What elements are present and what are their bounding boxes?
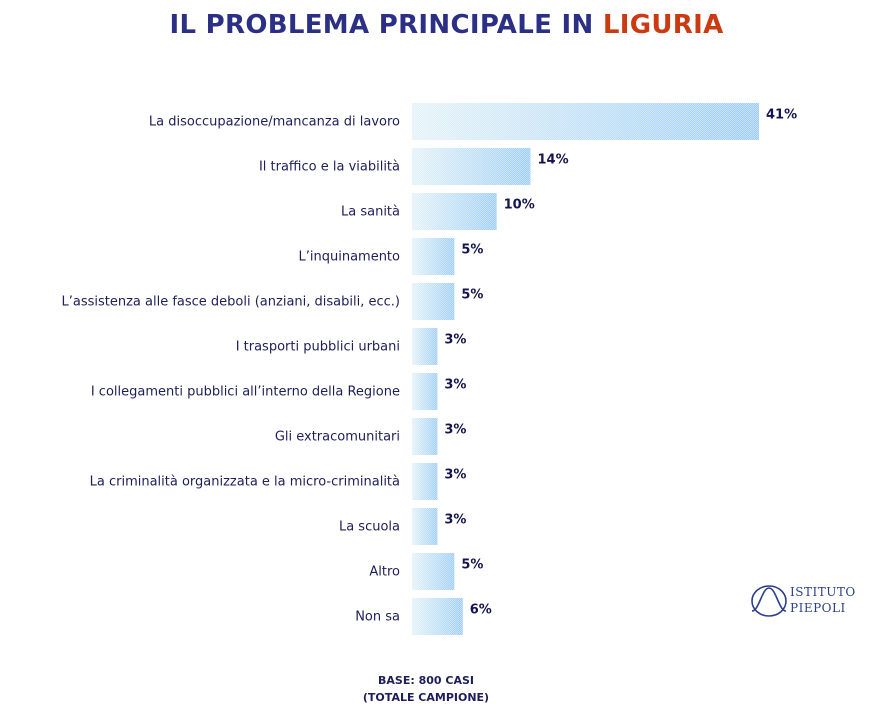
footnote-sample: (TOTALE CAMPIONE) [362,691,490,704]
category-label: La sanità [341,205,400,220]
value-label: 41% [766,108,797,123]
value-label: 3% [444,423,466,438]
value-label: 3% [444,378,466,393]
value-label: 14% [537,153,568,168]
category-label: La scuola [339,520,400,535]
category-label: La disoccupazione/mancanza di lavoro [149,115,400,130]
bar-texture [412,373,438,410]
value-label: 3% [444,513,466,528]
page-title-main: IL PROBLEMA PRINCIPALE IN [169,10,603,40]
page-title: IL PROBLEMA PRINCIPALE IN LIGURIA [0,10,893,40]
footnote: BASE: 800 CASI (TOTALE CAMPIONE) [0,672,852,706]
value-label: 5% [461,558,483,573]
category-label: I trasporti pubblici urbani [236,340,400,355]
value-label: 5% [461,288,483,303]
category-label: Gli extracomunitari [275,430,400,445]
bar-texture [412,148,531,185]
bar-texture [412,463,438,500]
value-label: 6% [470,603,492,618]
page-title-accent: LIGURIA [602,10,724,40]
footnote-base: BASE: 800 CASI [378,674,474,687]
bar-chart: La disoccupazione/mancanza di lavoro 41% I… [61,103,798,635]
istituto-piepoli-logo: ISTITUTO PIEPOLI [749,584,859,618]
value-label: 5% [461,243,483,258]
bar-texture [412,193,497,230]
category-label: Altro [369,565,400,580]
bar-texture [412,328,438,365]
bar-texture [412,508,438,545]
value-label: 10% [504,198,535,213]
bar-texture [412,598,463,635]
bar-texture [412,103,759,140]
bar-texture [412,238,455,275]
category-label: L’assistenza alle fasce deboli (anziani,… [61,295,400,310]
category-label: I collegamenti pubblici all’interno dell… [91,385,400,400]
bar-texture [412,418,438,455]
category-label: Il traffico e la viabilità [259,160,400,175]
bar-texture [412,283,455,320]
category-label: La criminalità organizzata e la micro-cr… [90,475,400,490]
logo-text-line2: PIEPOLI [790,601,846,615]
logo-text-line1: ISTITUTO [790,585,856,599]
category-label: Non sa [355,610,400,625]
value-label: 3% [444,333,466,348]
category-label: L’inquinamento [299,250,401,265]
logo-mark-icon [751,585,787,617]
value-label: 3% [444,468,466,483]
bar-texture [412,553,455,590]
